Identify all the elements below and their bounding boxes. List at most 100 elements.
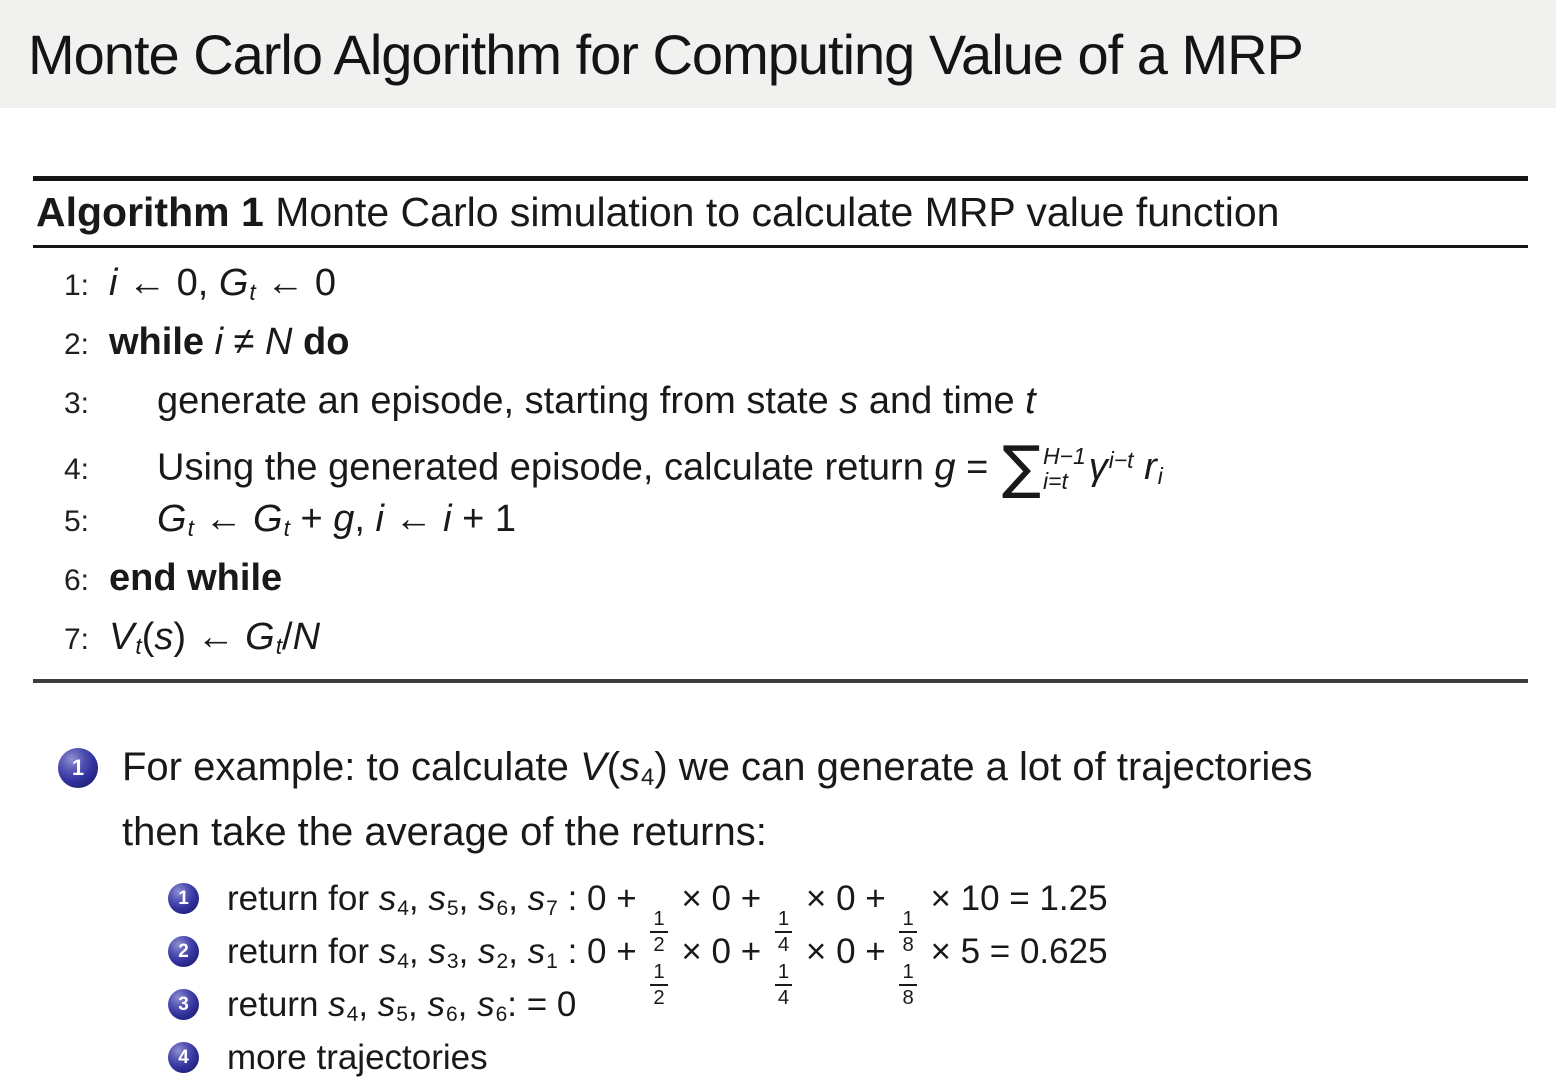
summation-limits: H−1 i=t	[1043, 444, 1086, 494]
line-content: end while	[109, 549, 282, 608]
subscript: i	[1157, 463, 1163, 490]
text-token: × 0 +	[671, 932, 771, 972]
math-token: s4	[378, 932, 409, 973]
enumeration-ball-icon: 4	[168, 1042, 199, 1074]
subscript: t	[135, 633, 142, 660]
subscript: 4	[397, 896, 409, 920]
text-token: /	[282, 616, 293, 658]
text-token: ,	[508, 932, 528, 972]
math-token: s	[154, 616, 174, 658]
sub-bullet-text: more trajectories	[227, 1031, 488, 1084]
subscript: 7	[546, 896, 558, 920]
text-token: then take the average of the returns:	[122, 810, 767, 855]
fraction-numerator: 1	[650, 909, 668, 934]
fraction-numerator: 1	[774, 962, 793, 987]
subscript: 3	[446, 949, 459, 973]
algorithm-body: 1: i ← 0, Gt ← 0 2: while i ≠ N do 3: ge…	[33, 248, 1528, 669]
subscript: t	[249, 279, 256, 306]
math-token: s3	[428, 932, 459, 973]
text-token: ,	[407, 985, 428, 1025]
text-token: ,	[508, 879, 528, 919]
text-token: return for	[227, 932, 379, 972]
text-token: =	[955, 446, 999, 489]
text-token: ←	[193, 498, 254, 540]
subscript: 4	[346, 1002, 359, 1026]
summation: ∑ H−1 i=t	[1002, 438, 1086, 496]
math-token: t	[1025, 380, 1036, 422]
line-number: 5:	[63, 505, 89, 538]
algorithm-caption-text: Monte Carlo simulation to calculate MRP …	[263, 189, 1280, 235]
text-token: : 0 +	[557, 932, 647, 972]
math-token: Vt	[109, 616, 142, 660]
line-content: Vt(s) ← Gt/N	[109, 608, 320, 676]
fraction-denominator: 4	[777, 987, 790, 1010]
math-token: Gt	[245, 616, 283, 660]
sub-bullet-item-2: 2 return for s4, s3, s2, s1 : 0 + 1 2 × 0…	[168, 925, 1518, 1009]
math-token: s4	[328, 985, 359, 1026]
line-number: 1:	[63, 269, 89, 302]
text-token: ,	[458, 932, 479, 972]
superscript: i−t	[1108, 447, 1134, 473]
algorithm-line-1: 1: i ← 0, Gt ← 0	[33, 254, 1528, 313]
sub-bullet-item-4: 4 more trajectories	[168, 1031, 1518, 1084]
enumeration-ball-icon: 1	[168, 883, 199, 915]
text-token: ← 0	[255, 262, 336, 304]
line-content: Gt ← Gt + g, i ← i + 1	[157, 490, 516, 558]
line-number: 3:	[63, 387, 89, 420]
math-token: s6	[427, 985, 458, 1026]
math-token: g	[333, 498, 355, 540]
text-token: (	[606, 745, 621, 789]
fraction-denominator: 8	[902, 934, 914, 957]
math-token: s7	[527, 879, 558, 920]
enumeration-ball-icon: 3	[168, 989, 199, 1021]
bold-token: do	[292, 321, 350, 363]
subscript: 6	[496, 896, 509, 920]
line-number: 2:	[63, 328, 89, 361]
math-token: Gt	[253, 498, 290, 542]
math-token: i	[214, 321, 224, 363]
math-token: s5	[428, 879, 459, 920]
text-token: ) we can generate a lot of trajectories	[654, 745, 1313, 789]
page-title: Monte Carlo Algorithm for Computing Valu…	[28, 22, 1304, 86]
text-token: generate an episode, starting from state	[157, 380, 840, 422]
math-token: γi−t	[1088, 446, 1134, 489]
fraction-denominator: 2	[653, 934, 665, 957]
line-number: 7:	[63, 623, 89, 656]
math-token: Gt	[157, 498, 194, 542]
text-token: ,	[458, 879, 479, 919]
line-content: while i ≠ N do	[109, 313, 349, 372]
math-token: s2	[478, 932, 509, 973]
subscript: t	[187, 515, 194, 542]
text-token: ,	[408, 932, 429, 972]
math-token: V	[580, 745, 607, 789]
math-token: i	[375, 498, 384, 540]
subscript: 6	[495, 1002, 508, 1026]
text-token: × 0 +	[796, 932, 896, 972]
subscript: 5	[396, 1002, 408, 1026]
line-content: generate an episode, starting from state…	[157, 372, 1036, 431]
algorithm-bottom-rule	[33, 679, 1528, 683]
algorithm-top-rule	[33, 176, 1528, 181]
line-content: i ← 0, Gt ← 0	[109, 254, 336, 322]
text-token: and time	[858, 380, 1026, 422]
math-token: s1	[527, 932, 558, 973]
math-token: s6	[477, 985, 508, 1026]
text-token: ←	[383, 498, 444, 540]
math-token: i	[109, 262, 118, 304]
enumeration-ball-icon: 2	[168, 936, 199, 968]
math-token: s5	[377, 985, 408, 1026]
text-token: ≠	[223, 321, 266, 363]
subscript: t	[275, 633, 283, 660]
fraction-numerator: 1	[774, 909, 793, 934]
math-token: Gt	[218, 262, 256, 306]
text-token: For example: to calculate	[122, 745, 580, 789]
math-token: s6	[478, 879, 509, 920]
algorithm-line-6: 6: end while	[33, 549, 1528, 608]
math-token: s4	[378, 879, 409, 920]
text-token: × 0 +	[796, 879, 896, 919]
